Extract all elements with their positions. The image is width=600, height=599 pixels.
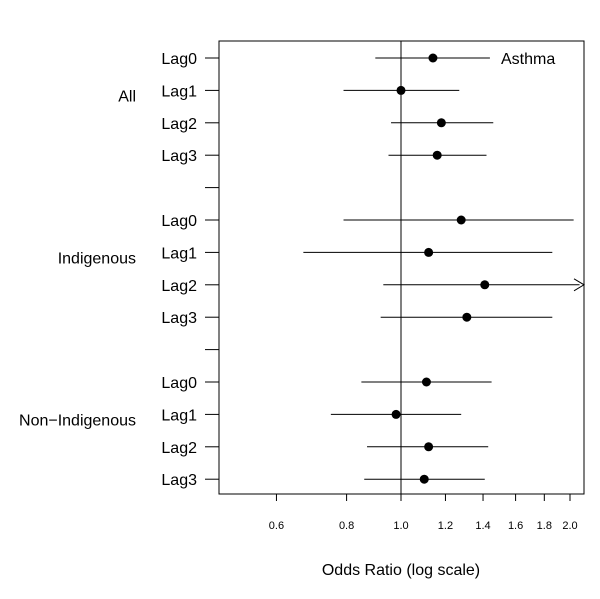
point-estimate bbox=[424, 247, 434, 257]
group-label: All bbox=[118, 89, 136, 106]
point-estimate bbox=[424, 442, 434, 452]
row-label: Lag2 bbox=[161, 278, 197, 295]
point-estimate bbox=[456, 215, 466, 225]
row-label: Lag1 bbox=[161, 407, 197, 424]
row-label: Lag3 bbox=[161, 472, 197, 489]
x-tick-label: 1.8 bbox=[537, 520, 552, 532]
point-estimate bbox=[480, 280, 490, 290]
row-label: Lag2 bbox=[161, 116, 197, 133]
point-estimate bbox=[462, 312, 472, 322]
x-tick-label: 0.8 bbox=[339, 520, 354, 532]
row-label: Lag3 bbox=[161, 310, 197, 327]
x-tick-label: 0.6 bbox=[269, 520, 284, 532]
ci-arrow bbox=[573, 278, 585, 292]
x-axis-label: Odds Ratio (log scale) bbox=[322, 562, 480, 579]
row-label: Lag1 bbox=[161, 83, 197, 100]
row-label: Lag0 bbox=[161, 375, 197, 392]
row-label: Lag3 bbox=[161, 148, 197, 165]
row-label: Lag2 bbox=[161, 440, 197, 457]
point-estimate bbox=[428, 53, 438, 63]
row-label: Lag1 bbox=[161, 245, 197, 262]
series-annotation: Asthma bbox=[501, 51, 555, 68]
point-estimate bbox=[391, 409, 401, 419]
group-labels: All Indigenous Non−Indigenous bbox=[19, 89, 136, 430]
point-estimate bbox=[432, 150, 442, 160]
row-label: Lag0 bbox=[161, 51, 197, 68]
point-estimate bbox=[421, 377, 431, 387]
row-labels: Lag0 Lag1 Lag2 Lag3 Lag0 Lag1 Lag2 Lag3 Lag0 Lag1… bbox=[161, 51, 219, 489]
row-label: Lag0 bbox=[161, 213, 197, 230]
point-estimate bbox=[419, 474, 429, 484]
x-tick-label: 2.0 bbox=[562, 520, 577, 532]
x-axis: 0.6 0.8 1.0 1.2 1.4 1.6 1.8 2.0 bbox=[269, 494, 578, 532]
x-tick-label: 1.2 bbox=[438, 520, 453, 532]
point-estimate bbox=[436, 118, 446, 128]
group-label: Non−Indigenous bbox=[19, 413, 136, 430]
x-tick-label: 1.0 bbox=[393, 520, 408, 532]
x-tick-label: 1.4 bbox=[475, 520, 490, 532]
point-estimate bbox=[396, 85, 406, 95]
point-estimates bbox=[391, 53, 490, 484]
group-label: Indigenous bbox=[58, 251, 136, 268]
x-tick-label: 1.6 bbox=[508, 520, 523, 532]
